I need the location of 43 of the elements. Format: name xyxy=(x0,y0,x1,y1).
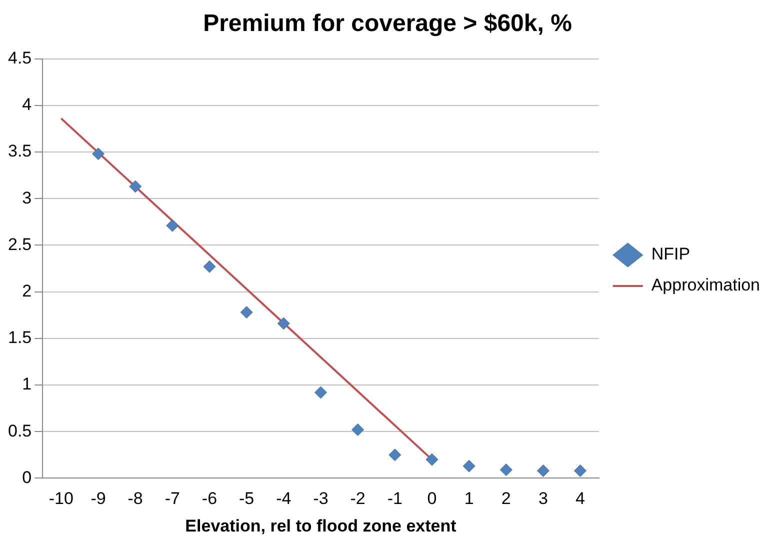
point xyxy=(352,423,364,436)
x-tick-label: -4 xyxy=(276,489,292,508)
point xyxy=(166,219,179,232)
y-tick-label: 3 xyxy=(22,188,32,208)
y-tick-label: 4.5 xyxy=(8,48,32,68)
point xyxy=(314,386,327,399)
x-axis-title: Elevation, rel to flood zone extent xyxy=(185,516,457,536)
x-tick-label: -3 xyxy=(313,489,328,508)
point xyxy=(426,453,438,466)
legend-label: NFIP xyxy=(651,244,690,264)
y-tick-label: 2 xyxy=(22,281,32,300)
x-tick-label: -9 xyxy=(90,489,106,508)
y-tick-label: 2.5 xyxy=(8,234,32,254)
point xyxy=(240,306,253,319)
point xyxy=(277,317,290,330)
x-tick-label: -2 xyxy=(350,489,366,508)
point xyxy=(203,260,216,273)
x-tick-label: 4 xyxy=(576,489,586,508)
point xyxy=(388,448,402,462)
legend-label: Approximation xyxy=(651,276,760,295)
y-tick-label: 0 xyxy=(22,468,32,487)
x-tick-label: 2 xyxy=(501,489,511,508)
y-tick-label: 0.5 xyxy=(8,421,32,440)
point xyxy=(536,464,550,477)
chart-title: Premium for coverage > $60k, % xyxy=(203,10,572,38)
x-tick-label: -10 xyxy=(48,489,74,508)
y-tick-label: 4 xyxy=(22,95,32,114)
x-tick-label: -1 xyxy=(387,489,402,508)
y-tick-label: 3.5 xyxy=(8,142,32,161)
x-tick-label: -8 xyxy=(128,489,143,508)
x-tick-label: 3 xyxy=(538,489,548,508)
point xyxy=(500,464,512,476)
x-tick-label: 0 xyxy=(427,489,437,508)
x-tick-label: -5 xyxy=(239,489,254,508)
point xyxy=(462,460,476,472)
y-tick-label: 1 xyxy=(22,374,32,394)
point xyxy=(129,180,142,193)
x-tick-label: -7 xyxy=(164,489,180,508)
point xyxy=(574,464,587,477)
point xyxy=(92,148,105,160)
x-tick-label: -6 xyxy=(202,489,218,508)
y-tick-label: 1.5 xyxy=(8,328,32,348)
x-tick-label: 1 xyxy=(464,489,474,508)
